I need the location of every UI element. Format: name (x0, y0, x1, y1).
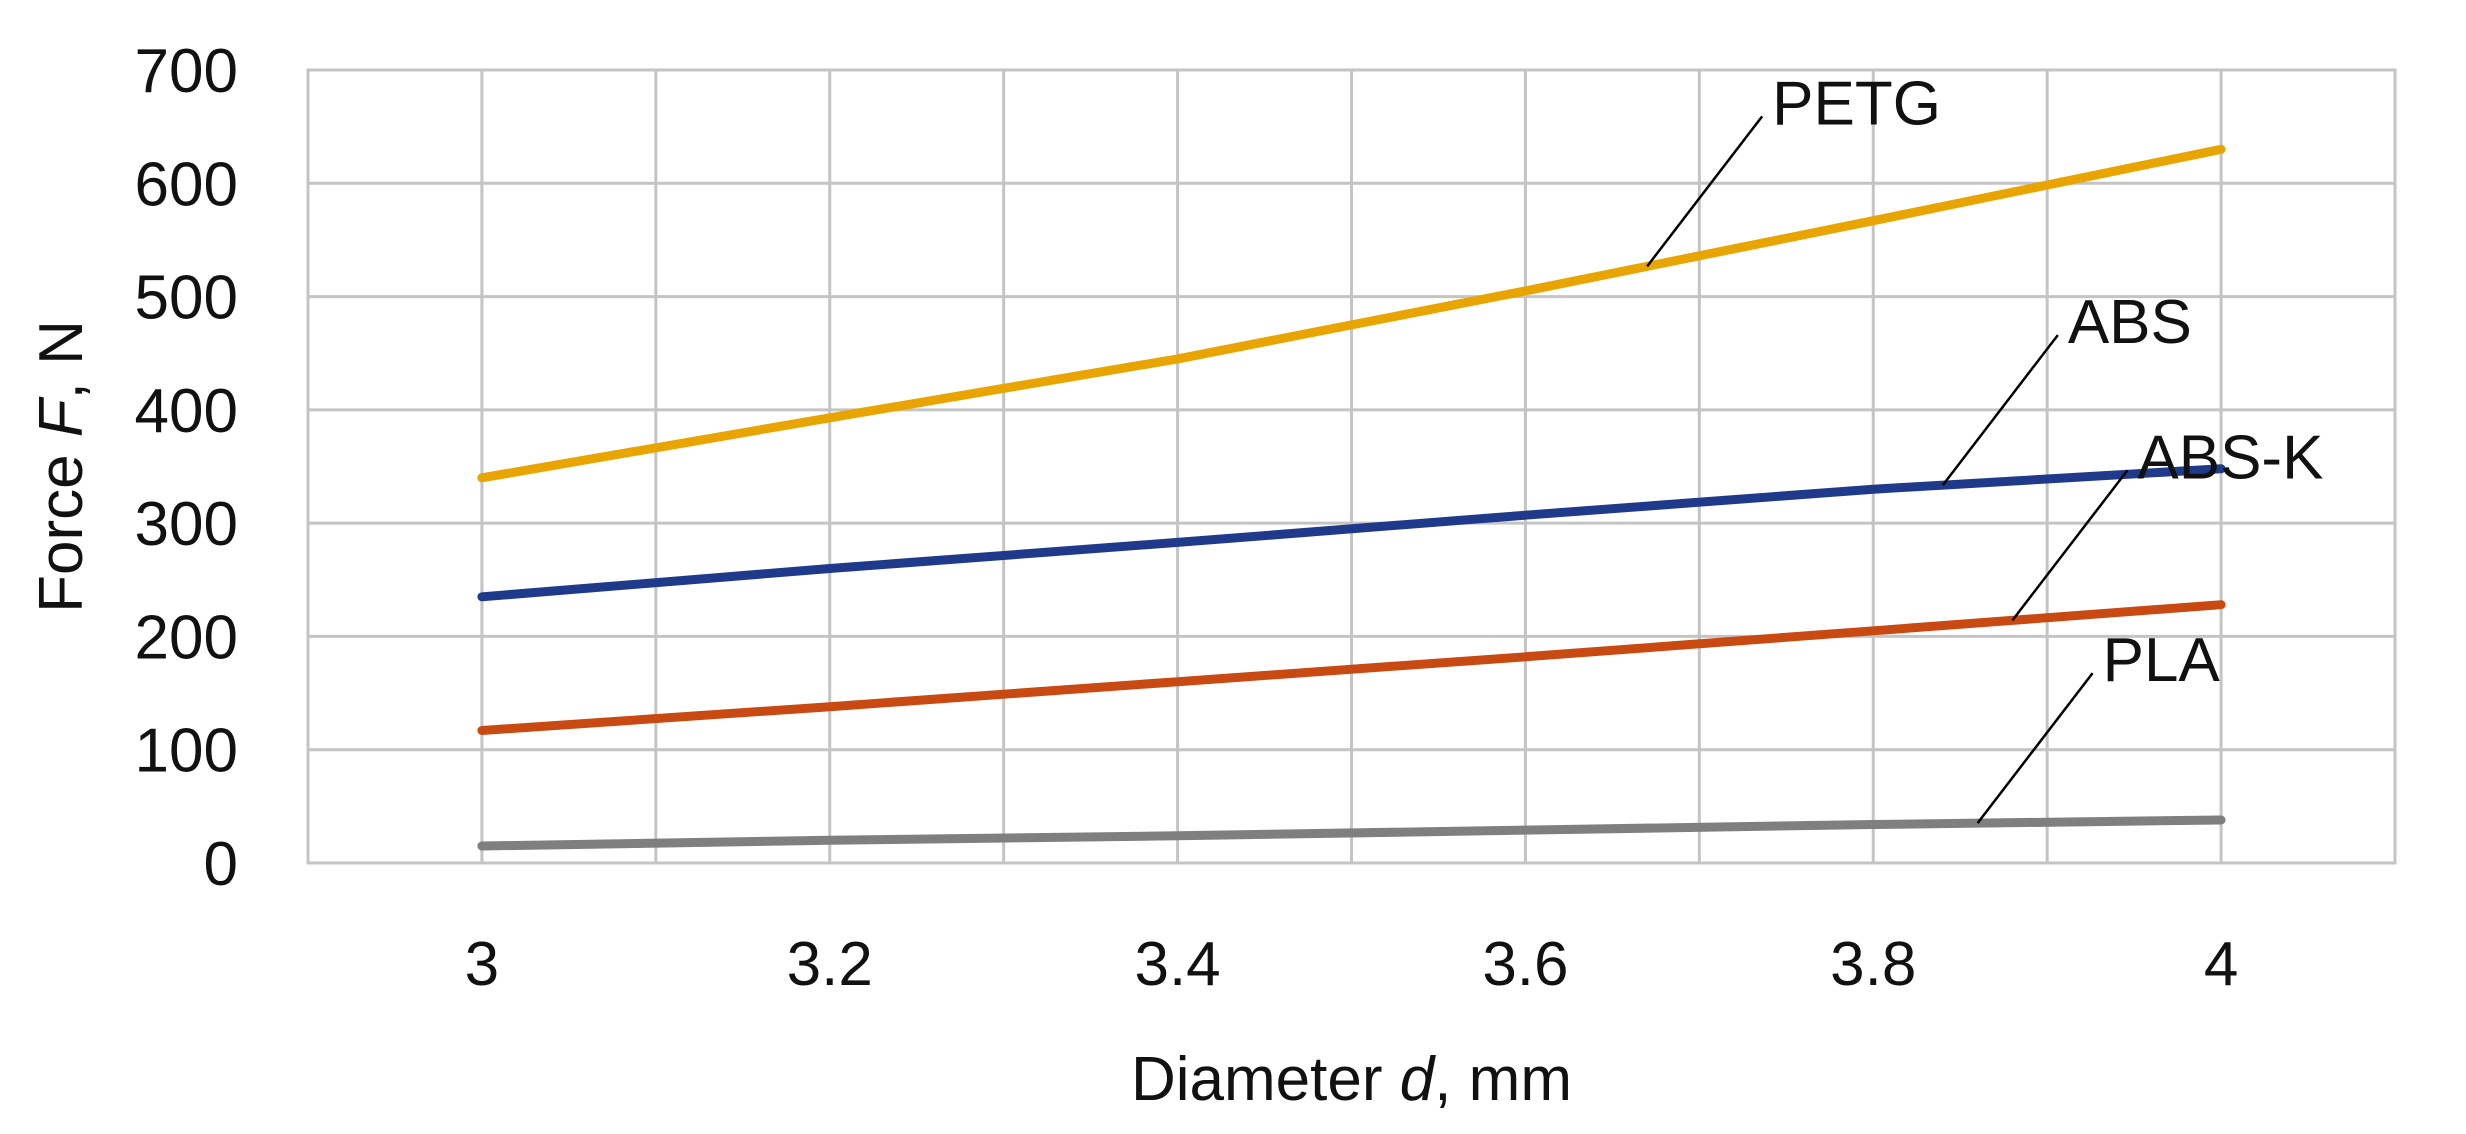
y-axis-title-prefix: Force (27, 437, 96, 613)
x-tick-label: 3.6 (1482, 930, 1568, 999)
y-tick-label: 500 (135, 264, 238, 333)
x-tick-label: 3.2 (787, 930, 873, 999)
y-tick-label: 600 (135, 150, 238, 219)
leader-line-petg (1646, 115, 1764, 268)
y-axis-title-variable: F (27, 396, 96, 437)
y-tick-label: 700 (135, 37, 238, 106)
series-label-petg: PETG (1772, 69, 1941, 138)
x-axis-title-prefix: Diameter (1131, 1045, 1400, 1114)
series-label-abs: ABS (2068, 288, 2192, 357)
series-label-abs-k: ABS-K (2137, 423, 2323, 492)
x-tick-label: 3.4 (1134, 930, 1220, 999)
series-line-petg (477, 144, 2226, 483)
series-label-pla: PLA (2103, 626, 2221, 695)
leader-line-abs (1941, 334, 2059, 486)
x-tick-label: 3 (465, 930, 499, 999)
y-axis-tick-labels: 0 100 200 300 400 500 600 700 (135, 37, 238, 899)
leader-line-pla (1976, 672, 2094, 824)
x-axis-title-suffix: , mm (1434, 1045, 1572, 1114)
y-axis-title: Force F, N (27, 320, 96, 613)
y-tick-label: 100 (135, 717, 238, 786)
y-tick-label: 300 (135, 490, 238, 559)
y-axis-title-suffix: , N (27, 320, 96, 399)
plot-area-border (306, 68, 2397, 865)
series-line-abs-k (477, 600, 2226, 735)
series-line-pla (477, 815, 2226, 851)
y-tick-label: 400 (135, 377, 238, 446)
series-lines (477, 144, 2226, 851)
gridlines (308, 68, 2395, 865)
leader-line-abs-k (2011, 469, 2129, 622)
x-axis-tick-labels: 3 3.2 3.4 3.6 3.8 4 (465, 930, 2239, 999)
y-tick-label: 200 (135, 603, 238, 672)
y-tick-label: 0 (204, 830, 238, 899)
series-annotations: PETG ABS ABS-K PLA (1646, 69, 2323, 824)
x-axis-title-variable: d (1400, 1045, 1437, 1114)
series-line-abs (477, 464, 2226, 602)
x-tick-label: 4 (2204, 930, 2238, 999)
x-axis-title: Diameter d, mm (1131, 1045, 1572, 1114)
x-tick-label: 3.8 (1830, 930, 1916, 999)
